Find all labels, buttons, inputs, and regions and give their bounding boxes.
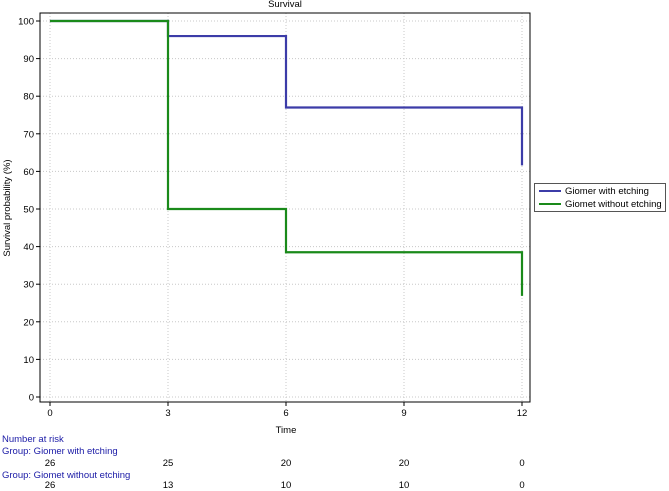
- y-tick-label: 40: [23, 242, 34, 253]
- legend: Giomer with etching Giomet without etchi…: [534, 183, 666, 212]
- legend-label-1: Giomer with etching: [565, 185, 649, 197]
- risk-value: 20: [280, 458, 292, 469]
- y-tick-label: 10: [23, 355, 34, 366]
- risk-value: 26: [44, 458, 56, 469]
- risk-group-label-2: Group: Giomet without etching: [2, 470, 131, 481]
- y-tick-label: 20: [23, 317, 34, 328]
- series-line-1: [50, 19, 524, 166]
- y-axis-label: Survival probability (%): [2, 159, 13, 256]
- risk-value: 10: [280, 480, 292, 491]
- risk-value: 0: [519, 458, 525, 469]
- y-tick-label: 90: [23, 54, 34, 65]
- risk-value: 13: [162, 480, 174, 491]
- risk-group-label-1: Group: Giomer with etching: [2, 446, 118, 457]
- y-tick-label: 0: [29, 393, 34, 404]
- risk-value: 25: [162, 458, 174, 469]
- x-axis-ticks: 0 3 6 9 12: [47, 402, 527, 419]
- y-tick-label: 80: [23, 92, 34, 103]
- x-tick-label: 9: [401, 408, 406, 419]
- risk-value: 26: [44, 480, 56, 491]
- grid-lines: [40, 13, 530, 402]
- x-tick-label: 3: [165, 408, 170, 419]
- risk-table-title: Number at risk: [2, 434, 64, 445]
- risk-value: 0: [519, 480, 525, 491]
- y-tick-label: 70: [23, 129, 34, 140]
- x-tick-label: 6: [283, 408, 288, 419]
- risk-value: 10: [398, 480, 410, 491]
- y-tick-label: 50: [23, 205, 34, 216]
- y-tick-label: 100: [18, 17, 34, 28]
- risk-value: 20: [398, 458, 410, 469]
- y-tick-label: 30: [23, 280, 34, 291]
- x-axis-label: Time: [276, 425, 297, 436]
- legend-label-2: Giomet without etching: [565, 198, 662, 210]
- y-axis-ticks: 0 10 20 30 40 50 60 70 80 90 100: [18, 17, 40, 404]
- legend-item-2: Giomet without etching: [539, 198, 662, 210]
- plot-frame: [39, 12, 531, 403]
- y-tick-label: 60: [23, 167, 34, 178]
- chart-title: Survival: [268, 0, 302, 10]
- legend-item-1: Giomer with etching: [539, 185, 649, 197]
- legend-swatch-1: [539, 190, 561, 192]
- x-tick-label: 0: [47, 408, 52, 419]
- legend-swatch-2: [539, 203, 561, 205]
- x-tick-label: 12: [517, 408, 528, 419]
- series-line-2: [50, 19, 524, 296]
- series-lines: [50, 19, 524, 296]
